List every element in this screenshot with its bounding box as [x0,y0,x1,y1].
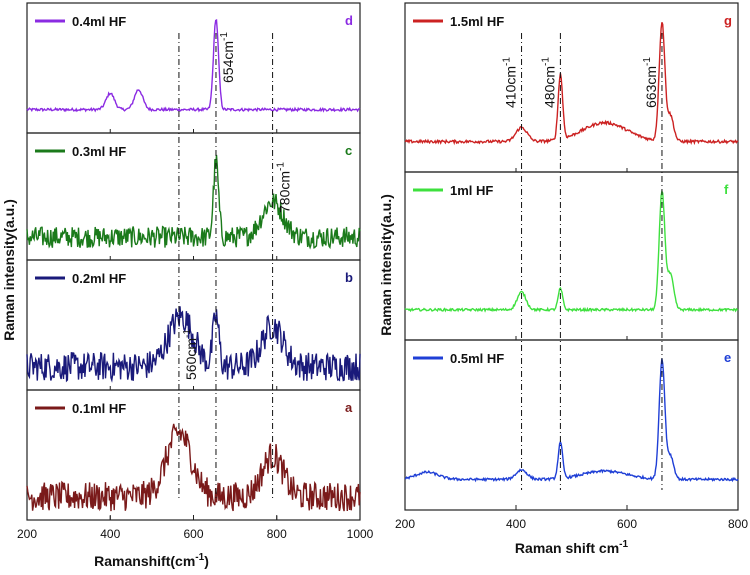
x-axis-title: Ramanshift(cm-1) [94,552,209,569]
x-axis-title-tail: ) [204,553,209,569]
x-tick-label: 200 [17,527,37,541]
right-raman-chart: 1.5ml HF g 1ml HF f 0.5ml HF e 410cm-1 480cm-1 6… [378,2,748,556]
y-axis-title: Raman intensity(a.u.) [378,194,394,336]
panel-c: 0.3ml HF c [26,132,361,261]
x-tick-label: 800 [728,517,748,531]
x-axis-title-superscript: -1 [195,552,204,563]
annotation-label: 654cm-1 [219,32,236,83]
legend-label-d: 0.4ml HF [72,14,126,29]
x-tick-label: 400 [506,517,526,531]
x-tick-label: 400 [100,527,120,541]
panel-f: 1ml HF f [404,171,739,341]
series-line-e [404,358,739,483]
annotation-label: 480cm-1 [540,57,557,108]
annotation-label: 663cm-1 [642,57,659,108]
left-raman-chart: 0.4ml HF d 0.3ml HF c 0.2ml HF b 0.1ml HF a 654c… [1,2,374,569]
legend-label-f: 1ml HF [450,183,493,198]
panel-g: 1.5ml HF g [404,2,739,173]
x-axis-title: Raman shift cm-1 [515,539,629,556]
panel-letter-f: f [724,182,729,197]
x-tick-label: 800 [267,527,287,541]
annotation-label: 560cm-1 [182,329,199,380]
annotation-superscript: -1 [502,57,513,66]
panel-frame [404,339,739,511]
panel-letter-a: a [345,400,353,415]
annotation-superscript: -1 [642,57,653,66]
annotation-label: 780cm-1 [276,162,293,213]
series-line-g [404,22,739,146]
legend-label-g: 1.5ml HF [450,14,504,29]
panel-letter-g: g [724,13,732,28]
annotation-superscript: -1 [219,32,230,41]
x-tick-label: 200 [395,517,415,531]
panel-letter-c: c [345,143,352,158]
x-tick-label: 1000 [347,527,374,541]
series-line-c [26,154,361,250]
y-axis-title: Raman intensity(a.u.) [1,199,17,341]
annotation-label: 410cm-1 [502,57,519,108]
panel-e: 0.5ml HF e [404,339,739,511]
legend-label-a: 0.1ml HF [72,401,126,416]
legend-label-b: 0.2ml HF [72,271,126,286]
panel-d: 0.4ml HF d [26,2,361,134]
series-line-b [26,306,361,383]
annotation-superscript: -1 [276,162,287,171]
panel-letter-e: e [724,350,731,365]
panel-a: 0.1ml HF a [26,389,361,521]
panel-b: 0.2ml HF b [26,259,361,391]
series-line-d [26,19,361,113]
series-line-f [404,189,739,313]
panel-letter-b: b [345,270,353,285]
annotation-superscript: -1 [182,329,193,338]
legend-label-e: 0.5ml HF [450,351,504,366]
legend-label-c: 0.3ml HF [72,144,126,159]
x-tick-label: 600 [617,517,637,531]
annotation-superscript: -1 [540,57,551,66]
x-axis-title-superscript: -1 [619,539,628,550]
series-line-a [26,423,361,512]
x-tick-label: 600 [183,527,203,541]
panel-letter-d: d [345,13,353,28]
